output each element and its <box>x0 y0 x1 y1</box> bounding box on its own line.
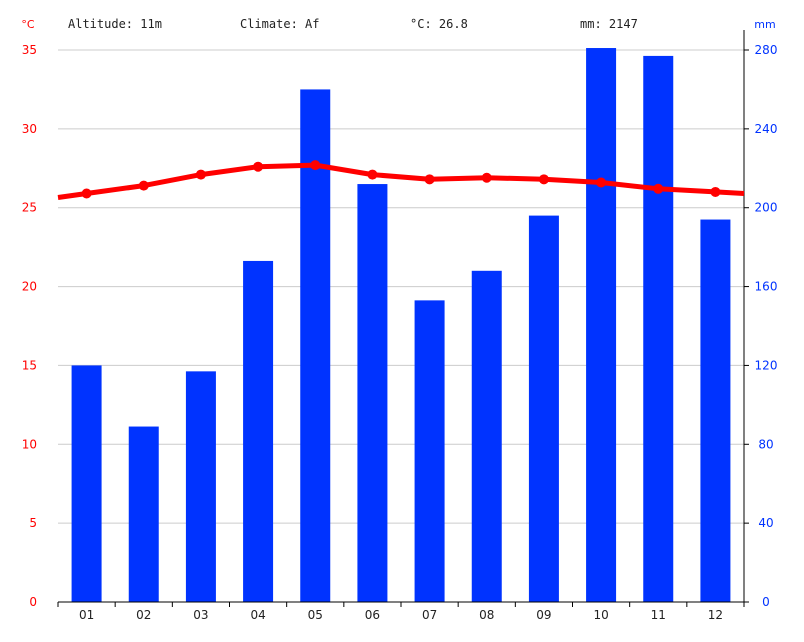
right-tick-label: 160 <box>755 280 778 294</box>
x-tick-label: 03 <box>193 608 208 622</box>
temp-point <box>710 186 721 197</box>
x-tick-label: 05 <box>308 608 323 622</box>
x-tick-label: 01 <box>79 608 94 622</box>
temp-point <box>596 177 607 188</box>
precip-bar <box>643 55 674 602</box>
left-tick-label: 5 <box>29 516 37 530</box>
precip-bar <box>414 300 445 602</box>
precip-bar <box>528 215 559 602</box>
precip-bars <box>71 48 731 603</box>
precip-bar <box>586 48 617 603</box>
x-tick-label: 08 <box>479 608 494 622</box>
precip-bar <box>128 426 159 602</box>
temp-point <box>367 169 378 180</box>
right-tick-label: 120 <box>755 358 778 372</box>
temp-point <box>424 174 435 185</box>
precip-bar <box>357 184 388 603</box>
altitude-label: Altitude: 11m <box>68 17 162 31</box>
precip-bar <box>185 371 216 602</box>
temp-point <box>653 183 664 194</box>
x-tick-label: 06 <box>365 608 380 622</box>
grid-lines <box>58 49 744 603</box>
precip-bar <box>300 89 331 602</box>
right-axis-unit: mm <box>754 18 775 31</box>
temp-point <box>253 161 264 172</box>
precip-total-label: mm: 2147 <box>580 17 638 31</box>
left-axis-unit: °C <box>21 18 35 31</box>
left-tick-label: 20 <box>22 280 37 294</box>
temp-point <box>481 172 492 183</box>
right-tick-label: 40 <box>758 516 773 530</box>
temp-line <box>57 160 745 200</box>
x-tick-label: 09 <box>536 608 551 622</box>
left-tick-label: 30 <box>22 122 37 136</box>
precip-bar <box>471 270 502 602</box>
right-tick-label: 0 <box>762 595 770 609</box>
precip-bar <box>71 365 102 602</box>
temp-point <box>310 160 321 171</box>
left-tick-label: 15 <box>22 358 37 372</box>
temp-point <box>195 169 206 180</box>
precip-bar <box>700 219 731 603</box>
left-tick-label: 35 <box>22 43 37 57</box>
temp-line-path <box>57 162 745 200</box>
temp-point <box>81 188 92 199</box>
left-tick-label: 0 <box>29 595 37 609</box>
right-tick-label: 200 <box>755 201 778 215</box>
x-tick-label: 04 <box>250 608 265 622</box>
precip-bar <box>243 260 274 602</box>
x-tick-label: 10 <box>593 608 608 622</box>
right-tick-label: 240 <box>755 122 778 136</box>
left-tick-label: 25 <box>22 201 37 215</box>
x-tick-label: 12 <box>708 608 723 622</box>
temp-point <box>538 174 549 185</box>
right-tick-label: 80 <box>758 437 773 451</box>
temp-avg-label: °C: 26.8 <box>410 17 468 31</box>
axes <box>57 30 749 607</box>
right-tick-label: 280 <box>755 43 778 57</box>
x-tick-label: 07 <box>422 608 437 622</box>
x-tick-label: 02 <box>136 608 151 622</box>
climate-label: Climate: Af <box>240 17 319 31</box>
left-tick-label: 10 <box>22 437 37 451</box>
temp-point <box>138 180 149 191</box>
x-tick-label: 11 <box>651 608 666 622</box>
